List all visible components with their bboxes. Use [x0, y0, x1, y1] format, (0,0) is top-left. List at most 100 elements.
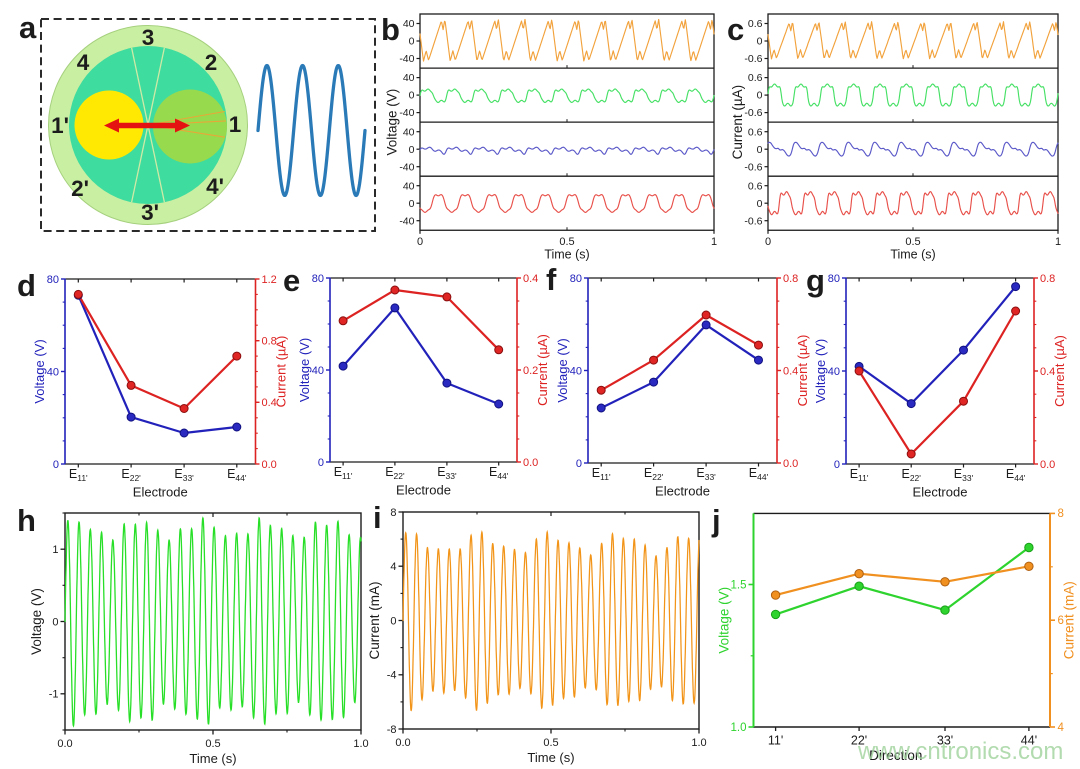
svg-text:Voltage (V): Voltage (V) — [717, 587, 732, 654]
svg-text:2': 2' — [71, 176, 89, 201]
svg-text:40: 40 — [47, 366, 59, 378]
svg-text:c: c — [727, 12, 744, 47]
svg-text:0.5: 0.5 — [205, 738, 220, 750]
svg-text:0.0: 0.0 — [1040, 459, 1055, 471]
svg-text:e: e — [283, 263, 300, 298]
svg-text:0: 0 — [576, 458, 582, 470]
svg-text:E33': E33' — [696, 466, 716, 482]
svg-text:-0.6: -0.6 — [744, 53, 762, 65]
svg-text:Voltage (V): Voltage (V) — [29, 588, 44, 655]
svg-text:Time (s): Time (s) — [890, 248, 935, 262]
svg-text:0.5: 0.5 — [543, 737, 558, 749]
svg-text:0: 0 — [765, 236, 771, 248]
svg-text:0: 0 — [52, 616, 58, 628]
svg-text:0.6: 0.6 — [748, 18, 763, 30]
svg-text:E33': E33' — [954, 467, 974, 483]
svg-text:-8: -8 — [387, 724, 397, 736]
svg-text:-0.6: -0.6 — [744, 107, 762, 119]
svg-text:0.0: 0.0 — [783, 458, 798, 470]
svg-text:i: i — [373, 500, 382, 535]
svg-text:Electrode: Electrode — [913, 485, 968, 500]
svg-text:h: h — [17, 503, 36, 538]
svg-text:0: 0 — [757, 90, 763, 102]
svg-text:E44': E44' — [489, 465, 509, 481]
svg-text:0: 0 — [409, 198, 415, 210]
svg-text:Time (s): Time (s) — [544, 248, 589, 262]
svg-text:0.2: 0.2 — [523, 365, 538, 377]
svg-text:0: 0 — [409, 36, 415, 48]
svg-text:0.4: 0.4 — [783, 365, 798, 377]
svg-text:1.2: 1.2 — [262, 274, 277, 286]
svg-text:-4: -4 — [387, 670, 397, 682]
svg-text:Electrode: Electrode — [396, 483, 451, 498]
svg-text:6: 6 — [1058, 615, 1064, 627]
svg-text:Time (s): Time (s) — [189, 751, 236, 766]
svg-text:0.6: 0.6 — [748, 126, 763, 138]
svg-text:80: 80 — [570, 273, 582, 285]
svg-text:E22': E22' — [121, 467, 141, 483]
svg-text:j: j — [711, 503, 721, 538]
svg-text:40: 40 — [403, 180, 415, 192]
svg-text:0: 0 — [53, 459, 59, 471]
svg-text:-40: -40 — [399, 215, 414, 227]
svg-text:0: 0 — [757, 36, 763, 48]
svg-text:Voltage (V): Voltage (V) — [32, 339, 47, 403]
svg-text:0.6: 0.6 — [748, 180, 763, 192]
svg-text:E11': E11' — [334, 465, 353, 481]
svg-text:80: 80 — [828, 273, 840, 285]
svg-text:www.cntronics.com: www.cntronics.com — [857, 738, 1063, 765]
svg-text:Voltage (V): Voltage (V) — [297, 338, 312, 402]
svg-text:0: 0 — [390, 615, 396, 627]
svg-text:40: 40 — [403, 126, 415, 138]
svg-text:0.8: 0.8 — [262, 335, 277, 347]
svg-text:0.0: 0.0 — [57, 738, 72, 750]
svg-text:0: 0 — [409, 90, 415, 102]
svg-text:1': 1' — [51, 113, 69, 138]
svg-text:d: d — [17, 268, 36, 303]
svg-text:0: 0 — [409, 144, 415, 156]
svg-text:-40: -40 — [399, 161, 414, 173]
svg-text:Voltage (V): Voltage (V) — [555, 338, 570, 402]
svg-text:0: 0 — [757, 198, 763, 210]
svg-text:0: 0 — [417, 236, 423, 248]
svg-text:0: 0 — [318, 457, 324, 469]
svg-text:Current (µA): Current (µA) — [535, 334, 550, 406]
svg-text:E33': E33' — [174, 467, 194, 483]
svg-text:2: 2 — [205, 50, 218, 75]
svg-text:4: 4 — [77, 50, 90, 75]
svg-text:80: 80 — [312, 273, 324, 285]
svg-text:Current (µA): Current (µA) — [274, 336, 289, 408]
svg-text:1: 1 — [1055, 236, 1061, 248]
svg-text:80: 80 — [47, 274, 59, 286]
svg-text:0: 0 — [757, 144, 763, 156]
svg-text:E33': E33' — [437, 465, 457, 481]
svg-text:44': 44' — [1021, 734, 1037, 748]
svg-text:22': 22' — [851, 734, 867, 748]
svg-text:E44': E44' — [749, 466, 769, 482]
svg-text:40: 40 — [403, 72, 415, 84]
svg-text:3': 3' — [141, 200, 159, 225]
svg-text:0.8: 0.8 — [1040, 273, 1055, 285]
svg-text:1.0: 1.0 — [691, 737, 706, 749]
svg-text:0.4: 0.4 — [523, 273, 538, 285]
svg-text:Current (mA): Current (mA) — [367, 581, 382, 659]
svg-text:-0.6: -0.6 — [744, 215, 762, 227]
svg-text:0.0: 0.0 — [395, 737, 410, 749]
svg-text:E22': E22' — [901, 467, 921, 483]
svg-text:Current (µA): Current (µA) — [795, 335, 810, 407]
svg-text:3: 3 — [142, 25, 155, 50]
svg-text:40: 40 — [403, 18, 415, 30]
svg-text:0.6: 0.6 — [748, 72, 763, 84]
svg-text:E11': E11' — [592, 466, 611, 482]
svg-text:1.5: 1.5 — [731, 579, 747, 591]
svg-text:Voltage (V): Voltage (V) — [813, 339, 828, 403]
svg-text:Current (µA): Current (µA) — [730, 85, 745, 160]
svg-text:f: f — [546, 262, 557, 297]
svg-text:8: 8 — [390, 507, 396, 519]
svg-text:1: 1 — [229, 112, 242, 137]
svg-text:40: 40 — [828, 366, 840, 378]
svg-text:40: 40 — [570, 365, 582, 377]
svg-text:0.8: 0.8 — [783, 273, 798, 285]
svg-text:g: g — [806, 263, 825, 298]
svg-text:33': 33' — [937, 734, 953, 748]
